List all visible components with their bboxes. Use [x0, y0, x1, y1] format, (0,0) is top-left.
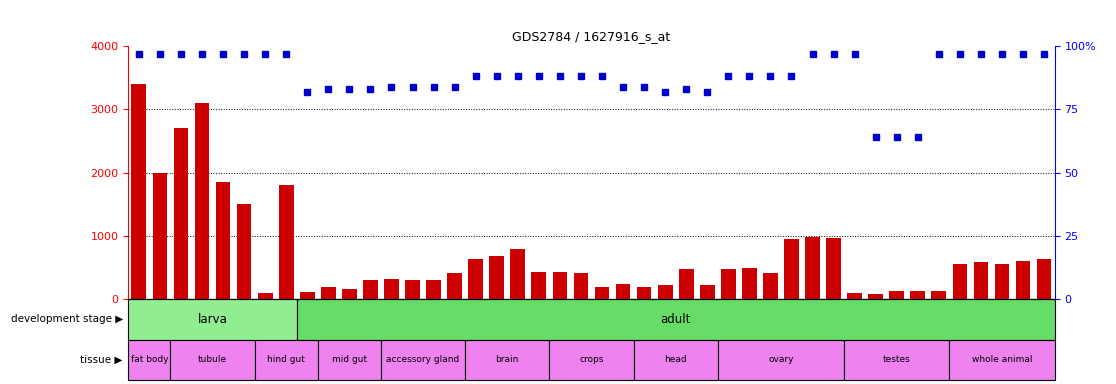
Bar: [785, 239, 799, 299]
Bar: [132, 84, 146, 299]
Text: brain: brain: [496, 356, 519, 364]
Bar: [742, 268, 757, 299]
Bar: [405, 280, 420, 299]
Text: fat body: fat body: [131, 356, 169, 364]
Text: mid gut: mid gut: [331, 356, 367, 364]
Text: hind gut: hind gut: [268, 356, 305, 364]
Bar: [994, 264, 1009, 299]
Bar: [953, 264, 968, 299]
Bar: [552, 272, 567, 299]
Bar: [384, 279, 398, 299]
Text: accessory gland: accessory gland: [386, 356, 460, 364]
Bar: [426, 280, 441, 299]
Text: tubule: tubule: [198, 356, 228, 364]
Bar: [318, 340, 381, 380]
Bar: [258, 293, 272, 299]
Bar: [465, 340, 549, 380]
Bar: [341, 289, 357, 299]
Bar: [381, 340, 465, 380]
Bar: [847, 293, 862, 299]
Bar: [679, 269, 693, 299]
Bar: [574, 273, 588, 299]
Bar: [826, 238, 841, 299]
Bar: [531, 272, 546, 299]
Bar: [634, 340, 718, 380]
Bar: [363, 280, 378, 299]
Bar: [321, 286, 336, 299]
Bar: [300, 291, 315, 299]
Bar: [657, 285, 673, 299]
Text: testes: testes: [883, 356, 911, 364]
Bar: [1016, 261, 1030, 299]
Bar: [950, 340, 1055, 380]
Text: tissue ▶: tissue ▶: [80, 355, 123, 365]
Text: ovary: ovary: [768, 356, 793, 364]
Bar: [844, 340, 950, 380]
Bar: [718, 340, 844, 380]
Bar: [889, 291, 904, 299]
Bar: [1037, 259, 1051, 299]
Bar: [595, 286, 609, 299]
Bar: [721, 270, 735, 299]
Bar: [128, 340, 171, 380]
Bar: [297, 299, 1055, 340]
Bar: [448, 273, 462, 299]
Bar: [868, 294, 883, 299]
Text: development stage ▶: development stage ▶: [10, 314, 123, 324]
Bar: [911, 291, 925, 299]
Text: head: head: [664, 356, 687, 364]
Bar: [805, 237, 820, 299]
Bar: [174, 128, 189, 299]
Bar: [171, 340, 254, 380]
Bar: [510, 248, 526, 299]
Bar: [215, 182, 230, 299]
Bar: [700, 285, 714, 299]
Text: crops: crops: [579, 356, 604, 364]
Bar: [932, 291, 946, 299]
Bar: [973, 263, 989, 299]
Bar: [616, 284, 631, 299]
Bar: [469, 259, 483, 299]
Bar: [237, 204, 251, 299]
Bar: [549, 340, 634, 380]
Bar: [763, 273, 778, 299]
Text: adult: adult: [661, 313, 691, 326]
Text: whole animal: whole animal: [972, 356, 1032, 364]
Text: larva: larva: [198, 313, 228, 326]
Title: GDS2784 / 1627916_s_at: GDS2784 / 1627916_s_at: [512, 30, 671, 43]
Bar: [279, 185, 294, 299]
Bar: [254, 340, 318, 380]
Bar: [490, 256, 504, 299]
Bar: [637, 287, 652, 299]
Bar: [128, 299, 297, 340]
Bar: [153, 173, 167, 299]
Bar: [194, 103, 210, 299]
